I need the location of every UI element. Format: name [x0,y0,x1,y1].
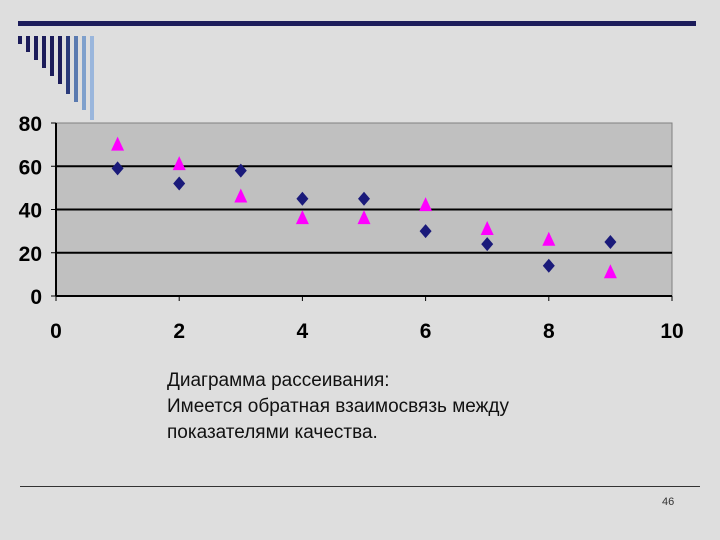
deco-bar [50,36,54,76]
triangle-point [603,264,617,279]
triangle-point [111,136,125,151]
y-tick-label: 60 [19,156,42,179]
deco-bar [18,36,22,44]
caption-line-1: Диаграмма рассеивания: [167,370,390,391]
deco-bar [74,36,78,102]
diamond-point [419,224,432,239]
deco-bar [66,36,70,94]
diamond-point [604,234,617,249]
triangle-point [295,210,309,225]
diamond-point [296,191,309,206]
deco-bar [34,36,38,60]
triangle-point [172,156,186,171]
triangle-point [419,197,433,212]
deco-bar [90,36,94,120]
y-tick-label: 20 [19,243,42,266]
diamond-point [173,176,186,191]
triangle-point [542,231,556,246]
x-tick-label: 8 [543,320,555,343]
deco-bar [58,36,62,84]
y-tick-label: 40 [19,200,42,223]
caption-line-3: показателями качества. [167,422,378,443]
scatter-chart: 0 20 40 60 80 0 2 4 6 8 10 [19,113,684,343]
deco-bar [26,36,30,52]
x-tick-label: 2 [173,320,185,343]
diamond-point [111,161,124,176]
x-tick-label: 6 [420,320,432,343]
diamond-point [358,191,370,206]
diamond-point [542,258,555,273]
diamond-point [481,237,494,252]
diamond-point [234,163,247,178]
page-number: 46 [662,496,675,508]
y-tick-label: 80 [19,113,42,136]
x-tick-label: 0 [50,320,62,343]
footer-rule [20,486,700,487]
triangle-point [234,188,248,203]
header-rule [18,21,696,26]
caption-line-2: Имеется обратная взаимосвязь между [167,396,509,417]
x-tick-label: 4 [297,320,309,343]
deco-bar [82,36,86,110]
y-tick-label: 0 [30,286,42,309]
caption: Диаграмма рассеивания: Имеется обратная … [167,368,509,446]
deco-bar [42,36,46,68]
x-tick-label: 10 [660,320,683,343]
triangle-point [480,220,494,235]
triangle-point [357,210,371,225]
